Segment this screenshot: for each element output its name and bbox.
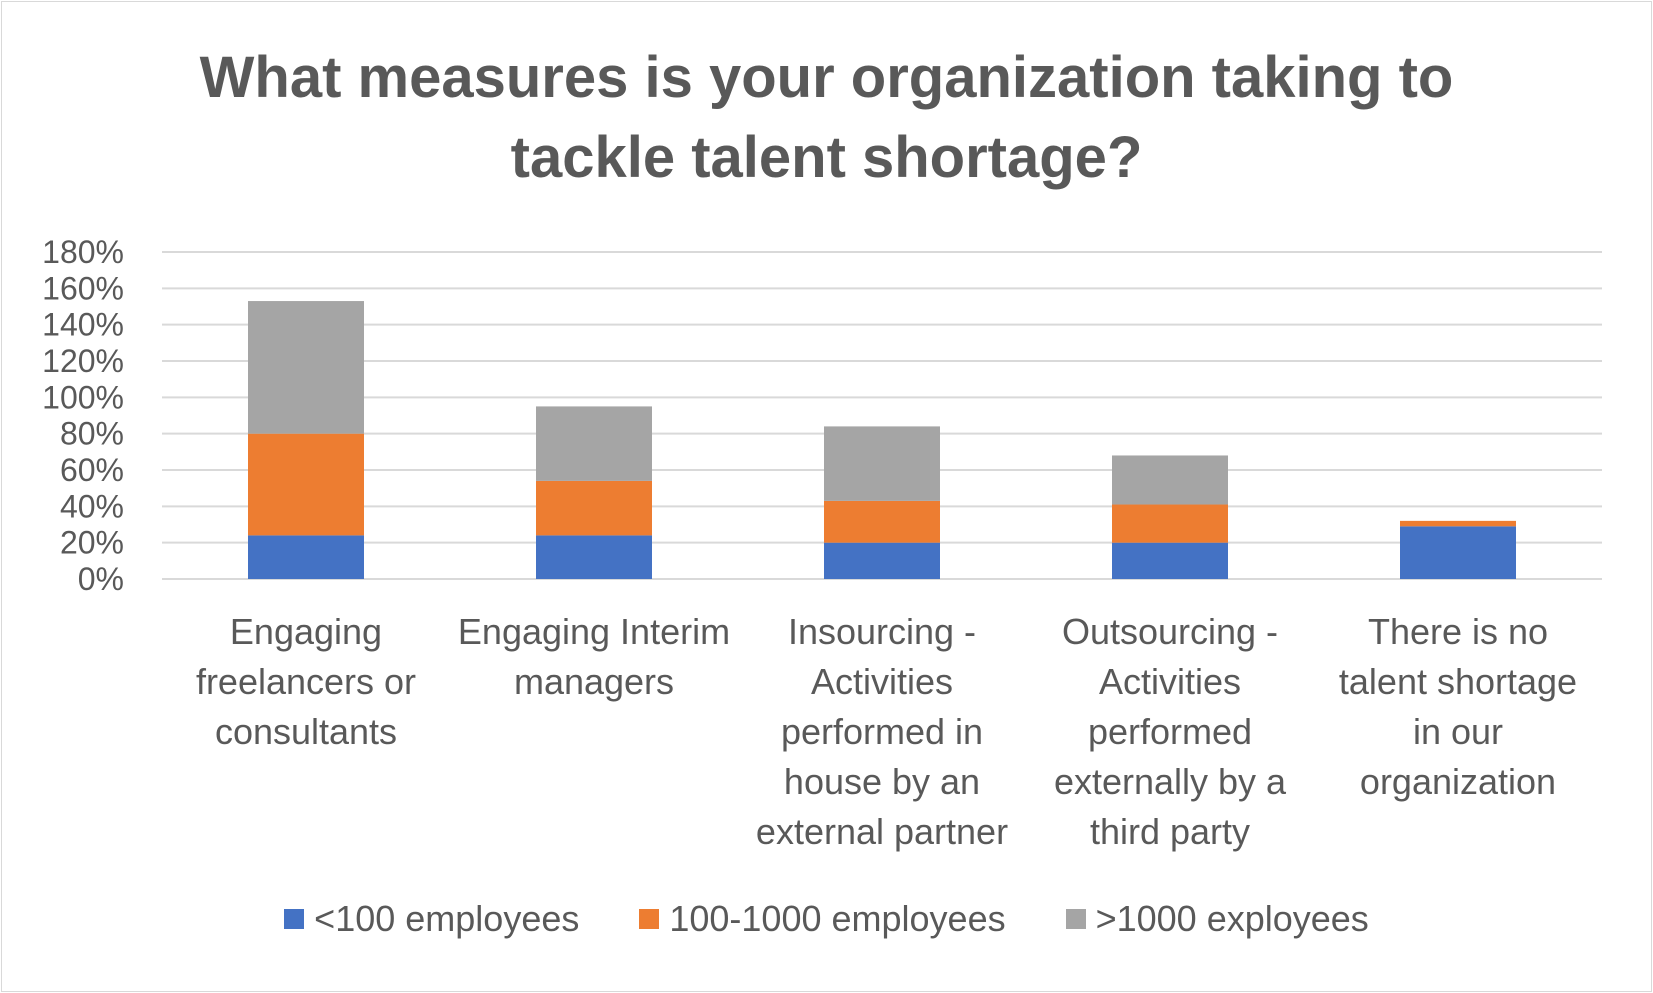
x-tick-label: talent shortage (1339, 661, 1577, 702)
y-tick-label: 60% (60, 452, 124, 488)
x-tick-label: There is no (1368, 611, 1548, 652)
bar-segment (1112, 455, 1228, 504)
bar-segment (536, 406, 652, 480)
legend-label: 100-1000 employees (669, 898, 1005, 940)
bar-segment (248, 434, 364, 536)
legend-label: <100 employees (314, 898, 579, 940)
y-tick-label: 100% (42, 379, 124, 415)
y-tick-label: 160% (42, 270, 124, 306)
y-tick-label: 20% (60, 525, 124, 561)
y-tick-label: 0% (78, 561, 124, 597)
x-tick-label: freelancers or (196, 661, 416, 702)
x-tick-label: organization (1360, 761, 1556, 802)
x-axis-tick-labels: Engaging freelancers or consultants Engagin… (196, 611, 1577, 852)
x-tick-label: performed in (781, 711, 983, 752)
x-tick-label: Outsourcing - (1062, 611, 1278, 652)
bar-segment (824, 426, 940, 500)
x-tick-label: in our (1413, 711, 1503, 752)
chart-frame: What measures is your organization takin… (1, 1, 1652, 992)
bar-segment (824, 501, 940, 543)
bar-segment (1400, 521, 1516, 526)
bar-segment (248, 535, 364, 579)
bar-series (248, 301, 1516, 579)
x-tick-label: Insourcing - (788, 611, 976, 652)
y-tick-label: 180% (42, 234, 124, 270)
x-tick-label: externally by a (1054, 761, 1287, 802)
bar-segment (248, 301, 364, 434)
bar-segment (536, 481, 652, 536)
x-tick-label: house by an (784, 761, 980, 802)
legend-swatch (639, 909, 659, 929)
legend-swatch (284, 909, 304, 929)
x-tick-label: managers (514, 661, 674, 702)
x-tick-label: third party (1090, 811, 1250, 852)
x-tick-label: performed (1088, 711, 1252, 752)
y-tick-label: 140% (42, 307, 124, 343)
chart-legend: <100 employees 100-1000 employees >1000 ex… (2, 898, 1651, 940)
y-tick-label: 120% (42, 343, 124, 379)
bar-segment (1400, 526, 1516, 579)
legend-label: >1000 exployees (1096, 898, 1369, 940)
y-axis-tick-labels: 0%20%40%60%80%100%120%140%160%180% (42, 234, 124, 597)
bar-segment (1112, 543, 1228, 579)
x-tick-label: Engaging (230, 611, 382, 652)
legend-swatch (1066, 909, 1086, 929)
x-tick-label: Activities (1099, 661, 1241, 702)
x-tick-label: Activities (811, 661, 953, 702)
bar-segment (1112, 505, 1228, 543)
x-tick-label: Engaging Interim (458, 611, 730, 652)
legend-item: >1000 exployees (1066, 898, 1369, 940)
bar-segment (536, 535, 652, 579)
bar-segment (824, 543, 940, 579)
chart-plot-area: 0%20%40%60%80%100%120%140%160%180% Engag… (2, 2, 1651, 991)
y-tick-label: 40% (60, 488, 124, 524)
legend-item: <100 employees (284, 898, 579, 940)
y-tick-label: 80% (60, 416, 124, 452)
x-tick-label: external partner (756, 811, 1008, 852)
legend-item: 100-1000 employees (639, 898, 1005, 940)
x-tick-label: consultants (215, 711, 397, 752)
